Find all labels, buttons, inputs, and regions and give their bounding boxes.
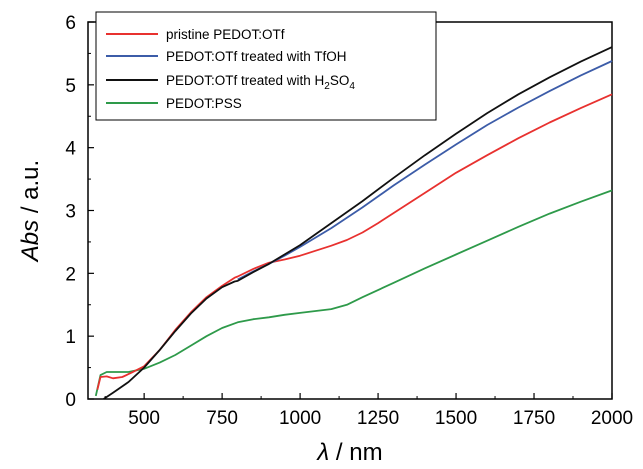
y-tick-label: 0 <box>65 390 76 411</box>
legend: pristine PEDOT:OTf PEDOT:OTf treated wit… <box>95 11 437 121</box>
y-tick-label: 6 <box>65 13 76 34</box>
series-layer <box>94 46 613 400</box>
x-tick-label: 1500 <box>435 408 477 429</box>
series-line-h2so4 <box>103 46 613 400</box>
legend-entry-h2so4: PEDOT:OTf treated with H2SO4 <box>106 73 355 92</box>
y-tick-label: 1 <box>65 327 76 348</box>
legend-entry-pss: PEDOT:PSS <box>106 96 242 111</box>
legend-label-h2so4: PEDOT:OTf treated with H2SO4 <box>166 73 355 92</box>
x-tick-label: 1000 <box>279 408 321 429</box>
legend-label-tfoh: PEDOT:OTf treated with TfOH <box>166 49 347 64</box>
x-tick-label: 750 <box>206 408 238 429</box>
y-tick-label: 4 <box>65 139 76 160</box>
x-tick-label: 2000 <box>591 408 633 429</box>
y-tick-label: 5 <box>65 76 76 97</box>
plot-area: 500 750 1000 1250 1500 1750 2000 0 1 2 3 4 5 6 <box>65 13 633 429</box>
y-axis-title: Abs / a.u. <box>17 160 44 263</box>
x-tick-label: 1750 <box>513 408 555 429</box>
legend-entry-tfoh: PEDOT:OTf treated with TfOH <box>106 49 347 64</box>
legend-label-pss: PEDOT:PSS <box>166 96 242 111</box>
legend-entry-pristine: pristine PEDOT:OTf <box>106 27 285 42</box>
x-tick-label: 1250 <box>357 408 399 429</box>
y-tick-label: 2 <box>65 264 76 285</box>
x-axis-title: λ / nm <box>315 439 382 466</box>
x-tick-label: 500 <box>128 408 160 429</box>
ticks-layer: 500 750 1000 1250 1500 1750 2000 0 1 2 3 4 5 6 <box>65 13 633 429</box>
series-line-pss <box>94 189 613 397</box>
series-line-pristine <box>96 93 613 390</box>
y-tick-label: 3 <box>65 202 76 223</box>
legend-label-pristine: pristine PEDOT:OTf <box>166 27 285 42</box>
